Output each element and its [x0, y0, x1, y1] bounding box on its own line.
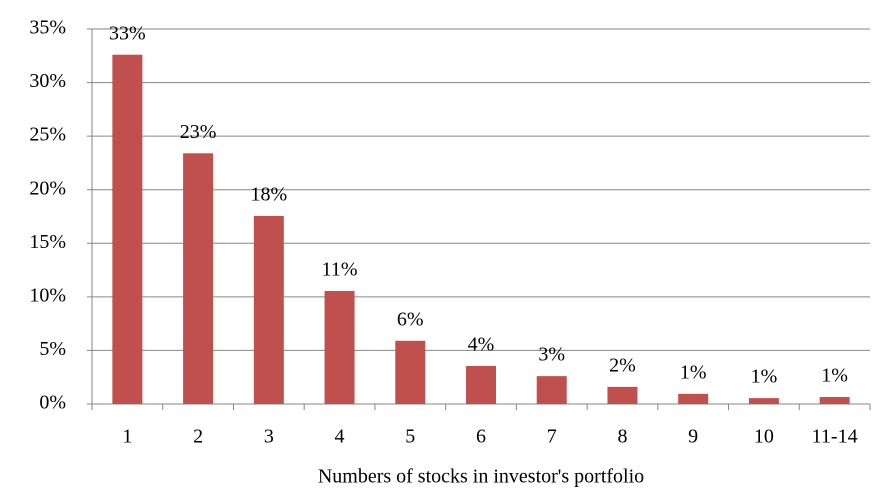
x-tick-label: 2: [193, 426, 203, 448]
bar: [678, 393, 709, 404]
bar: [112, 54, 143, 404]
y-tick-label: 35%: [29, 17, 66, 39]
bar: [748, 398, 779, 404]
bar: [324, 290, 355, 404]
x-tick-label: 5: [405, 426, 415, 448]
bar: [466, 365, 496, 404]
bar: [395, 340, 426, 404]
x-tick-label: 9: [688, 426, 698, 448]
x-tick-label: 7: [547, 426, 557, 448]
y-tick-label: 30%: [29, 70, 66, 92]
x-tick-label: 10: [754, 426, 774, 448]
data-label: 2%: [609, 354, 636, 376]
y-tick-label: 20%: [29, 177, 66, 199]
data-label: 1%: [680, 361, 707, 383]
bar: [253, 215, 284, 404]
x-tick-label: 3: [264, 426, 274, 448]
y-tick-label: 15%: [29, 231, 66, 253]
data-label: 1%: [821, 365, 848, 387]
data-label: 23%: [180, 121, 217, 143]
x-tick-label: 4: [335, 426, 345, 448]
data-label: 6%: [397, 308, 424, 330]
y-tick-label: 25%: [29, 124, 66, 146]
x-tick-label: 8: [617, 426, 627, 448]
data-label: 1%: [751, 366, 778, 388]
data-label: 4%: [468, 334, 495, 356]
x-tick-label: 6: [476, 426, 486, 448]
y-tick-label: 10%: [29, 284, 66, 306]
data-label: 18%: [250, 184, 287, 206]
x-axis-title: Numbers of stocks in investor's portfoli…: [318, 466, 644, 488]
data-label: 11%: [322, 259, 358, 281]
bar: [607, 386, 638, 404]
bar: [819, 397, 850, 404]
y-tick-label: 0%: [39, 392, 66, 414]
bar: [183, 153, 214, 404]
y-tick-label: 5%: [39, 338, 66, 360]
bar: [536, 376, 567, 404]
x-tick-label: 1: [122, 426, 132, 448]
data-label: 3%: [538, 344, 565, 366]
x-tick-label: 11-14: [812, 426, 858, 448]
data-label: 33%: [109, 22, 146, 44]
